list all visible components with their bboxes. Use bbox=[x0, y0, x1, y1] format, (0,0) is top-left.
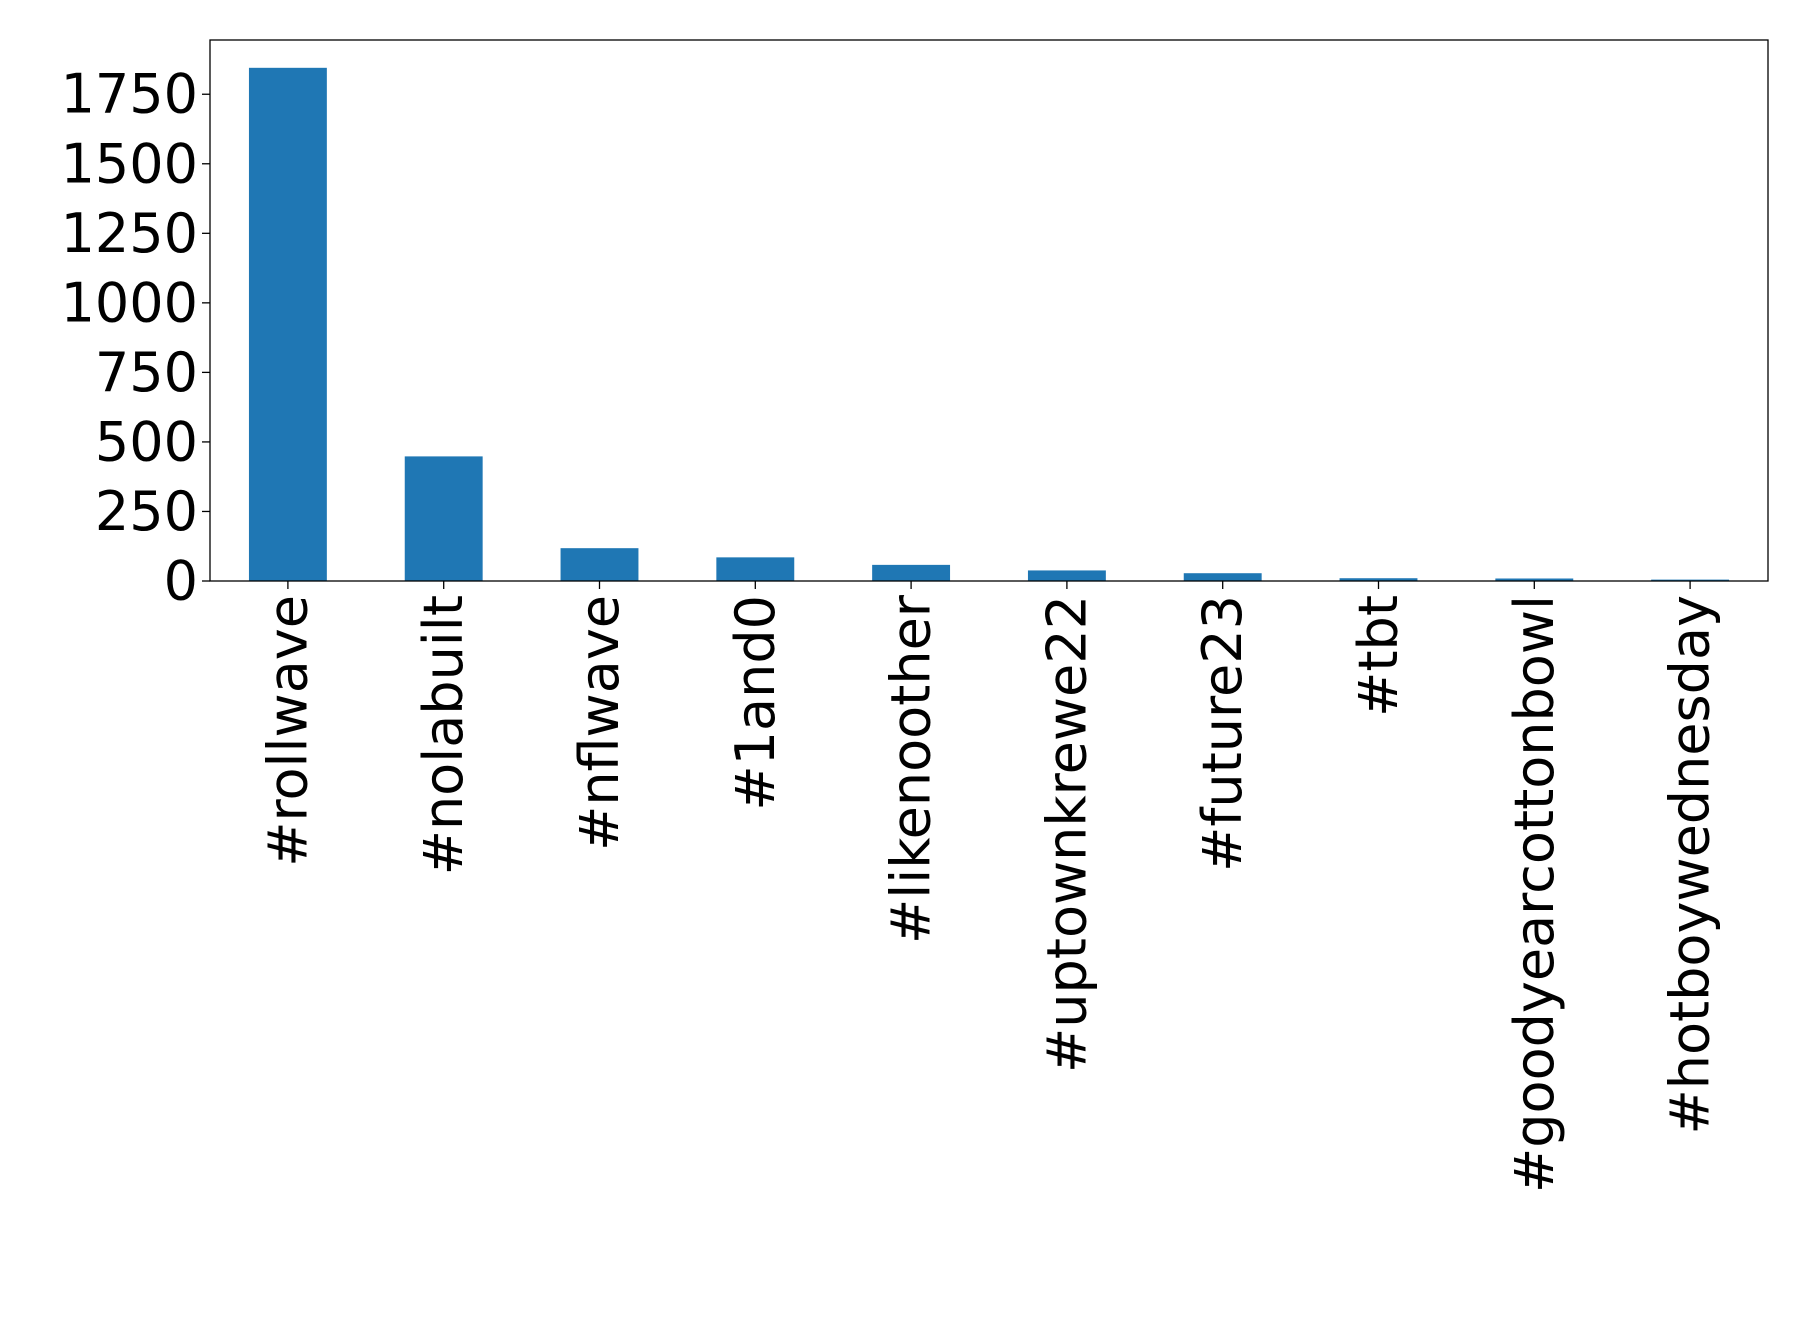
y-tick-label: 1250 bbox=[61, 202, 198, 265]
x-tick-label: #uptownkrewe22 bbox=[1035, 595, 1098, 1073]
bar-goodyearcottonbowl bbox=[1495, 578, 1574, 581]
x-tick-label: #nolabuilt bbox=[412, 595, 475, 875]
bar-nflwave bbox=[560, 548, 639, 581]
y-tick-label: 500 bbox=[95, 410, 198, 473]
y-tick-label: 250 bbox=[95, 480, 198, 543]
x-tick-label: #rollwave bbox=[256, 595, 319, 867]
bar-nolabuilt bbox=[404, 456, 483, 581]
bars-layer bbox=[248, 67, 1730, 581]
x-tick-label: #hotboywednesday bbox=[1659, 595, 1722, 1135]
bar-likenoother bbox=[872, 564, 951, 581]
plot-frame bbox=[209, 39, 1769, 582]
x-tick-label: #future23 bbox=[1191, 595, 1254, 872]
bar-1and0 bbox=[716, 557, 795, 581]
bar-uptownkrewe22 bbox=[1027, 570, 1106, 581]
x-tick-label: #tbt bbox=[1347, 595, 1410, 717]
y-tick-label: 750 bbox=[95, 341, 198, 404]
y-tick-label: 1750 bbox=[61, 63, 198, 126]
x-tick-label: #nflwave bbox=[568, 595, 631, 851]
y-tick-label: 1000 bbox=[61, 271, 198, 334]
bar-future23 bbox=[1183, 573, 1262, 581]
y-tick-label: 0 bbox=[164, 550, 198, 613]
bar-hotboywednesday bbox=[1651, 579, 1730, 581]
y-tick-label: 1500 bbox=[61, 132, 198, 195]
x-tick-label: #1and0 bbox=[724, 595, 787, 811]
bar-tbt bbox=[1339, 578, 1418, 581]
x-axis: #rollwave #nolabuilt #nflwave #1and0 #likeno… bbox=[256, 581, 1722, 1193]
x-tick-label: #goodyearcottonbowl bbox=[1503, 595, 1566, 1193]
x-tick-label: #likenoother bbox=[880, 594, 943, 944]
bar-rollwave bbox=[248, 67, 327, 581]
